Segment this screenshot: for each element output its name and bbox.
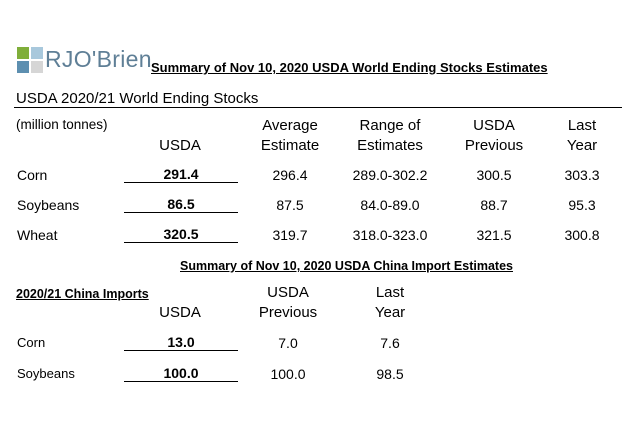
china-row-previous: 100.0	[270, 366, 306, 382]
header-line1	[130, 116, 230, 136]
world-col-usda-header: USDA	[130, 116, 230, 156]
header-line1: USDA	[267, 284, 309, 301]
world-row-last-year: 300.8	[564, 227, 600, 243]
world-row-usda: 320.5	[124, 226, 238, 243]
world-summary-title: Summary of Nov 10, 2020 USDA World Endin…	[151, 60, 548, 75]
world-row-previous: 300.5	[476, 167, 512, 183]
header-line1: Average	[262, 117, 318, 134]
header-line2: Year	[566, 137, 598, 154]
world-row-average: 87.5	[276, 197, 304, 213]
world-row-previous: 321.5	[476, 227, 512, 243]
world-row-average: 319.7	[272, 227, 308, 243]
units-label: (million tonnes)	[16, 117, 108, 132]
china-row-label: Soybeans	[17, 366, 75, 381]
china-row-usda: 13.0	[124, 334, 238, 351]
section-divider	[14, 107, 622, 108]
header-line1: Last	[375, 284, 405, 301]
header-line2: Estimate	[260, 137, 320, 154]
header-line2: Estimates	[357, 137, 423, 154]
world-row-label: Soybeans	[17, 197, 80, 213]
header-line2: USDA	[159, 304, 201, 321]
header-line1: Range of	[359, 117, 421, 134]
world-col-previous-header: USDA Previous	[446, 116, 542, 156]
header-line1: USDA	[473, 117, 515, 134]
header-line2: Previous	[464, 137, 524, 154]
china-col-previous-header: USDA Previous	[240, 283, 336, 323]
header-line2: USDA	[159, 137, 201, 154]
rjo-brien-logo: RJO'Brien	[17, 45, 151, 75]
world-row-label: Corn	[17, 167, 48, 183]
world-row-previous: 88.7	[480, 197, 508, 213]
china-section-label: 2020/21 China Imports	[16, 287, 149, 301]
world-section-label: USDA 2020/21 World Ending Stocks	[16, 90, 259, 107]
world-col-range-header: Range of Estimates	[330, 116, 450, 156]
world-row-average: 296.4	[272, 167, 308, 183]
china-row-usda: 100.0	[124, 365, 238, 382]
header-line2: Year	[374, 304, 406, 321]
world-row-last-year: 95.3	[568, 197, 596, 213]
world-row-range: 318.0-323.0	[352, 227, 428, 243]
header-line1: Last	[567, 117, 597, 134]
china-summary-title: Summary of Nov 10, 2020 USDA China Impor…	[180, 259, 513, 273]
world-col-average-header: Average Estimate	[240, 116, 340, 156]
world-row-usda: 86.5	[124, 196, 238, 213]
rjo-brien-logo-mark-icon	[17, 47, 43, 73]
china-col-lastyear-header: Last Year	[350, 283, 430, 323]
china-row-label: Corn	[17, 335, 46, 350]
logo-wordmark: RJO'Brien	[45, 46, 152, 72]
header-line1	[130, 283, 230, 303]
world-row-label: Wheat	[17, 227, 58, 243]
world-row-last-year: 303.3	[564, 167, 600, 183]
china-row-previous: 7.0	[278, 335, 298, 351]
china-row-last-year: 98.5	[376, 366, 404, 382]
header-line2: Previous	[258, 304, 318, 321]
world-row-range: 84.0-89.0	[360, 197, 420, 213]
world-row-usda: 291.4	[124, 166, 238, 183]
china-col-usda-header: USDA	[130, 283, 230, 323]
world-col-lastyear-header: Last Year	[546, 116, 618, 156]
china-row-last-year: 7.6	[380, 335, 400, 351]
world-row-range: 289.0-302.2	[352, 167, 428, 183]
